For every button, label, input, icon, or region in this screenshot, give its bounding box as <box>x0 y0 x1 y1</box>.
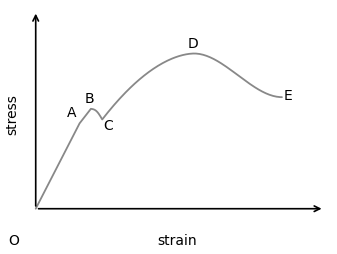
Text: strain: strain <box>157 234 197 248</box>
Text: B: B <box>85 92 94 106</box>
Text: stress: stress <box>5 94 19 135</box>
Text: O: O <box>8 234 19 248</box>
Text: E: E <box>283 89 292 103</box>
Text: D: D <box>187 37 198 51</box>
Text: A: A <box>67 106 77 120</box>
Text: C: C <box>103 119 113 133</box>
